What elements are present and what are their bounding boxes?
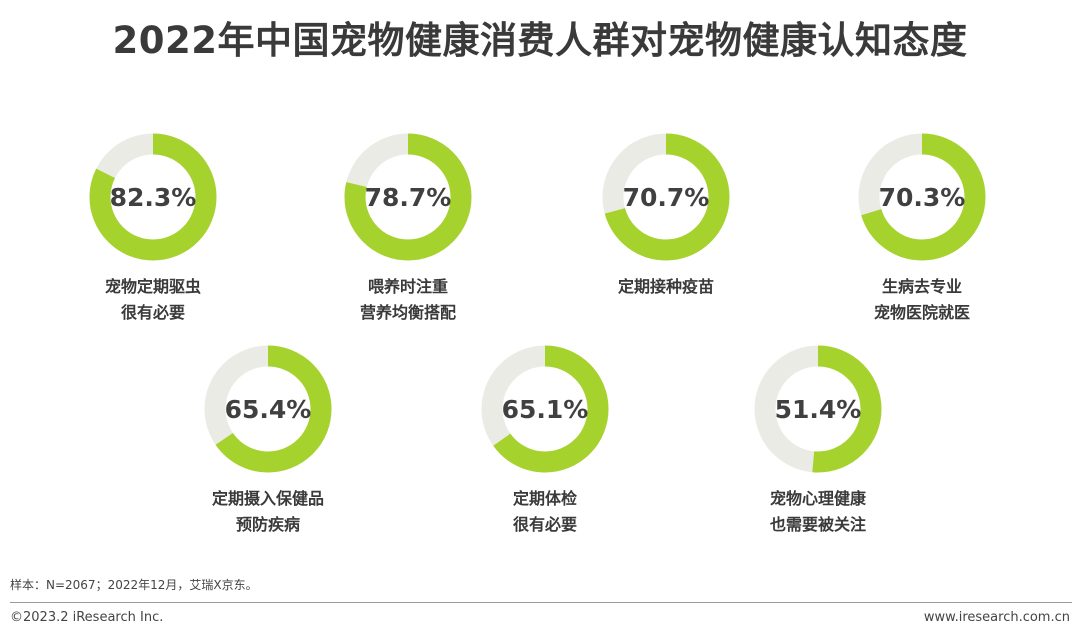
donut-chart-grid: 82.3% 宠物定期驱虫 很有必要 78.7% 喂养时注重 营养均衡搭配 70.7% 定期接种…	[43, 130, 1032, 538]
donut-category-label-line: 宠物定期驱虫	[104, 277, 201, 296]
donut-item: 78.7% 喂养时注重营养均衡搭配	[298, 130, 518, 326]
footer-divider	[10, 602, 1072, 603]
donut-value-label: 70.7%	[623, 183, 710, 212]
donut-value-arc	[754, 345, 882, 473]
donut-category-label: 喂养时注重营养均衡搭配	[298, 274, 518, 326]
donut-value-label: 78.7%	[365, 183, 452, 212]
donut-category-label-line: 定期体检	[512, 489, 577, 508]
donut-ring: 51.4%	[754, 345, 882, 473]
donut-value-label: 70.3%	[879, 183, 966, 212]
donut-value-arc	[204, 345, 332, 473]
donut-category-label-line: 定期接种疫苗	[617, 277, 714, 296]
donut-value-label: 82.3%	[110, 183, 197, 212]
donut-value-label: 65.4%	[225, 395, 312, 424]
donut-category-label-line: 宠物医院就医	[873, 303, 970, 322]
donut-ring: 65.1%	[481, 345, 609, 473]
donut-category-label-line: 很有必要	[120, 303, 185, 322]
donut-item: 51.4% 宠物心理健康 也需要被关注	[708, 342, 928, 538]
donut-category-label: 宠物心理健康 也需要被关注	[708, 486, 928, 538]
donut-category-label: 定期体检 很有必要	[435, 486, 655, 538]
donut-item: 70.7% 定期接种疫苗	[556, 130, 776, 300]
donut-category-label-line: 预防疾病	[235, 515, 300, 534]
donut-value-label: 65.1%	[502, 395, 589, 424]
donut-ring: 70.3%	[858, 133, 986, 261]
donut-category-label-line: 宠物心理健康	[769, 489, 866, 508]
donut-value-label: 51.4%	[775, 395, 862, 424]
website-link[interactable]: www.iresearch.com.cn	[923, 610, 1070, 625]
donut-category-label-line: 很有必要	[512, 515, 577, 534]
donut-category-label: 生病去专业宠物医院就医	[812, 274, 1032, 326]
donut-value-arc	[602, 133, 730, 261]
donut-ring: 65.4%	[204, 345, 332, 473]
donut-ring: 82.3%	[89, 133, 217, 261]
source-note: 样本：N=2067；2022年12月，艾瑞X京东。	[10, 578, 258, 592]
donut-category-label-line: 生病去专业	[881, 277, 962, 296]
donut-item: 82.3% 宠物定期驱虫 很有必要	[43, 130, 263, 326]
donut-category-label: 定期摄入保健品 预防疾病	[158, 486, 378, 538]
donut-item: 65.1% 定期体检很有必要	[435, 342, 655, 538]
donut-ring: 70.7%	[602, 133, 730, 261]
copyright-text: ©2023.2 iResearch Inc.	[10, 610, 164, 625]
donut-value-arc	[481, 345, 609, 473]
page-title: 2022年中国宠物健康消费人群对宠物健康认知态度	[112, 19, 968, 62]
donut-category-label-line: 也需要被关注	[769, 515, 866, 534]
donut-value-arc	[858, 133, 986, 261]
donut-category-label: 定期接种疫苗	[556, 274, 776, 300]
donut-value-arc	[89, 133, 217, 261]
donut-value-arc	[344, 133, 472, 261]
donut-category-label-line: 定期摄入保健品	[211, 489, 324, 508]
donut-category-label-line: 营养均衡搭配	[359, 303, 456, 322]
donut-ring: 78.7%	[344, 133, 472, 261]
donut-item: 70.3% 生病去专业宠物医院就医	[812, 130, 1032, 326]
donut-item: 65.4% 定期摄入保健品 预防疾病	[158, 342, 378, 538]
donut-category-label-line: 喂养时注重	[367, 277, 448, 296]
donut-category-label: 宠物定期驱虫 很有必要	[43, 274, 263, 326]
